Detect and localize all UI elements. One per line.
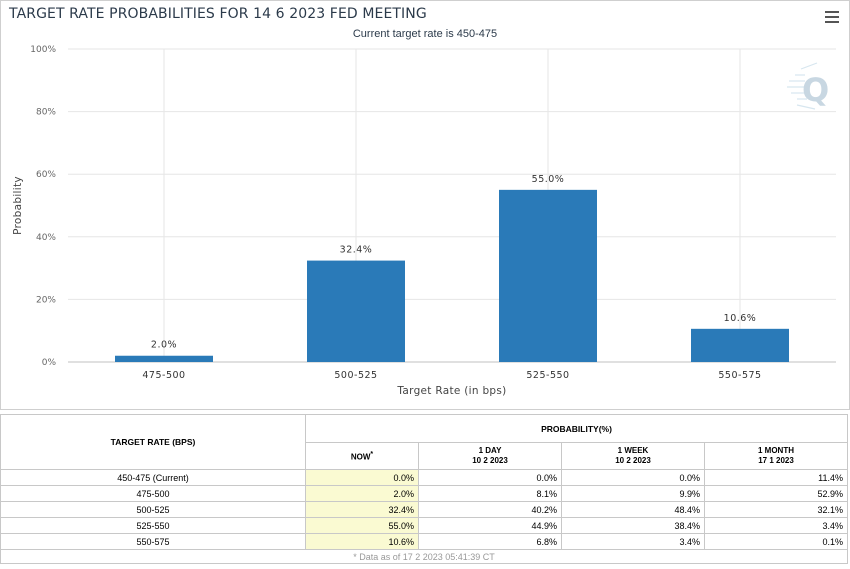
week-cell: 9.9% bbox=[561, 485, 705, 502]
now-cell: 32.4% bbox=[305, 501, 419, 518]
probability-table-panel: TARGET RATE (BPS) PROBABILITY(%) NOW* 1 … bbox=[0, 414, 850, 569]
header-target-rate: TARGET RATE (BPS) bbox=[0, 414, 306, 470]
bar-data-label: 10.6% bbox=[724, 313, 757, 324]
y-tick-label: 80% bbox=[36, 108, 56, 118]
y-tick-label: 40% bbox=[36, 233, 56, 243]
week-cell: 0.0% bbox=[561, 469, 705, 486]
y-tick-label: 20% bbox=[36, 295, 56, 305]
bar bbox=[691, 328, 789, 362]
header-1-month: 1 MONTH 17 1 2023 bbox=[704, 442, 848, 470]
bar bbox=[115, 355, 213, 362]
now-cell: 55.0% bbox=[305, 517, 419, 534]
q-logo-watermark: Q bbox=[787, 62, 829, 110]
month-cell: 0.1% bbox=[704, 533, 848, 550]
bar bbox=[307, 260, 405, 362]
table-row: 525-550 55.0% 44.9% 38.4% 3.4% bbox=[0, 517, 848, 534]
rate-cell: 500-525 bbox=[0, 501, 306, 518]
rate-cell: 475-500 bbox=[0, 485, 306, 502]
table-row: 475-500 2.0% 8.1% 9.9% 52.9% bbox=[0, 485, 848, 502]
now-cell: 2.0% bbox=[305, 485, 419, 502]
header-1-week: 1 WEEK 10 2 2023 bbox=[561, 442, 705, 470]
x-axis-title: Target Rate (in bps) bbox=[396, 385, 506, 397]
hamburger-menu-icon[interactable] bbox=[825, 11, 839, 23]
table-row: 500-525 32.4% 40.2% 48.4% 32.1% bbox=[0, 501, 848, 518]
y-tick-label: 100% bbox=[30, 45, 56, 55]
bar-data-label: 55.0% bbox=[532, 174, 565, 185]
month-cell: 3.4% bbox=[704, 517, 848, 534]
data-timestamp-footnote: * Data as of 17 2 2023 05:41:39 CT bbox=[0, 549, 848, 564]
month-cell: 32.1% bbox=[704, 501, 848, 518]
svg-text:Q: Q bbox=[802, 71, 829, 109]
chart-panel: 0% 20% 40% 60% 80% 100% 2.0% 475-500 32.4% 500-52… bbox=[0, 0, 850, 410]
month-cell: 52.9% bbox=[704, 485, 848, 502]
day-cell: 0.0% bbox=[418, 469, 562, 486]
probability-table: TARGET RATE (BPS) PROBABILITY(%) NOW* 1 … bbox=[0, 414, 848, 564]
bar bbox=[499, 189, 597, 362]
rate-cell: 525-550 bbox=[0, 517, 306, 534]
x-tick-label: 525-550 bbox=[526, 370, 569, 381]
table-row: 450-475 (Current) 0.0% 0.0% 0.0% 11.4% bbox=[0, 469, 848, 486]
y-tick-label: 0% bbox=[42, 358, 57, 368]
bar-data-label: 32.4% bbox=[340, 245, 373, 256]
y-tick-label: 60% bbox=[36, 170, 56, 180]
x-tick-label: 500-525 bbox=[334, 370, 377, 381]
rate-cell: 450-475 (Current) bbox=[0, 469, 306, 486]
now-cell: 10.6% bbox=[305, 533, 419, 550]
week-cell: 3.4% bbox=[561, 533, 705, 550]
header-now: NOW* bbox=[305, 442, 419, 470]
table-row: 550-575 10.6% 6.8% 3.4% 0.1% bbox=[0, 533, 848, 550]
header-probability: PROBABILITY(%) bbox=[305, 414, 848, 443]
chart-title: TARGET RATE PROBABILITIES FOR 14 6 2023 … bbox=[9, 6, 427, 22]
rate-cell: 550-575 bbox=[0, 533, 306, 550]
y-axis-title: Probability bbox=[12, 176, 24, 235]
week-cell: 48.4% bbox=[561, 501, 705, 518]
day-cell: 8.1% bbox=[418, 485, 562, 502]
day-cell: 40.2% bbox=[418, 501, 562, 518]
chart-subtitle: Current target rate is 450-475 bbox=[352, 28, 498, 40]
bar-chart: 0% 20% 40% 60% 80% 100% 2.0% 475-500 32.4% 500-52… bbox=[12, 45, 836, 397]
bar-data-label: 2.0% bbox=[151, 340, 177, 351]
now-cell: 0.0% bbox=[305, 469, 419, 486]
x-tick-label: 475-500 bbox=[142, 370, 185, 381]
x-tick-label: 550-575 bbox=[718, 370, 761, 381]
month-cell: 11.4% bbox=[704, 469, 848, 486]
day-cell: 6.8% bbox=[418, 533, 562, 550]
day-cell: 44.9% bbox=[418, 517, 562, 534]
header-1-day: 1 DAY 10 2 2023 bbox=[418, 442, 562, 470]
week-cell: 38.4% bbox=[561, 517, 705, 534]
